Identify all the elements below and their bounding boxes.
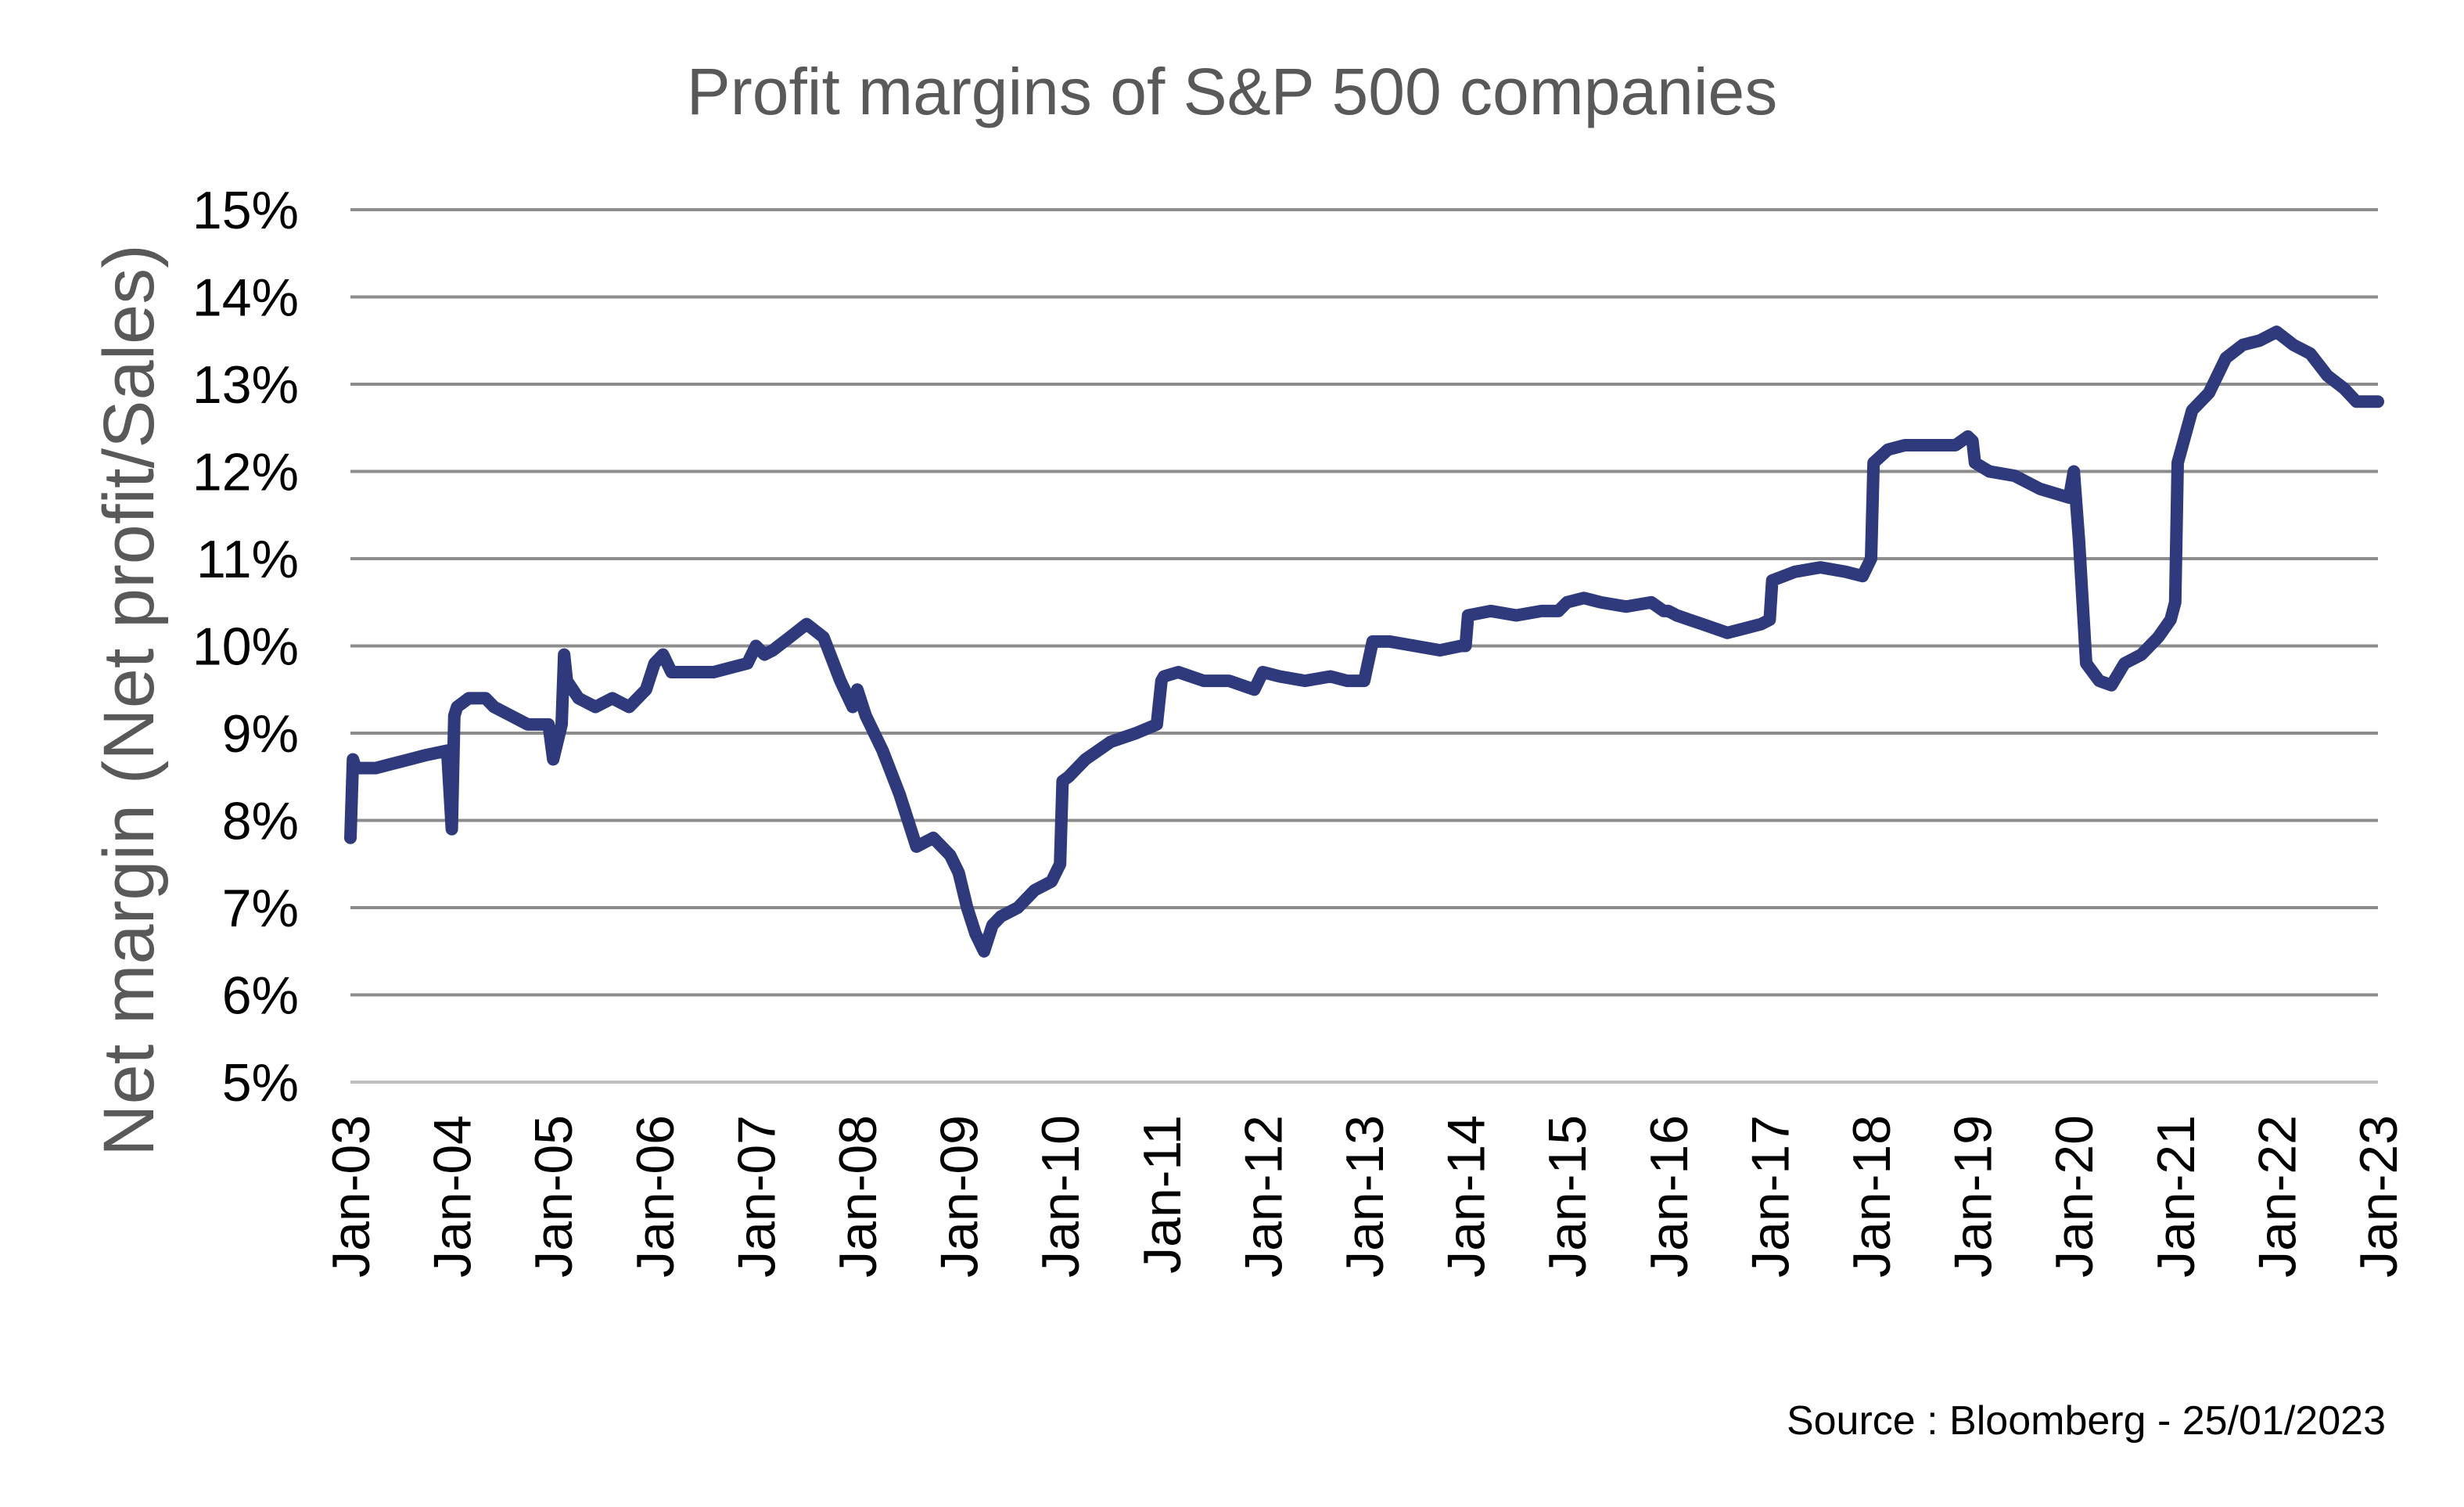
- x-tick-label: Jan-18: [1842, 1115, 1902, 1278]
- y-tick-label: 6%: [222, 966, 299, 1026]
- x-tick-label: Jan-10: [1031, 1115, 1090, 1278]
- series-line: [344, 325, 2384, 958]
- y-tick-label: 5%: [222, 1053, 299, 1113]
- x-tick-label: Jan-12: [1234, 1115, 1293, 1278]
- x-tick-label: Jan-03: [321, 1115, 381, 1278]
- x-tick-label: Jan-23: [2349, 1115, 2408, 1278]
- x-tick-label: Jan-15: [1538, 1115, 1597, 1278]
- y-tick-label: 12%: [192, 443, 299, 502]
- chart-title: Profit margins of S&P 500 companies: [687, 55, 1778, 128]
- y-tick-label: 7%: [222, 879, 299, 938]
- y-tick-label: 8%: [222, 792, 299, 851]
- x-tick-label: Jan-21: [2146, 1115, 2206, 1278]
- y-axis-ticks: 5% 6% 7% 8% 9% 10% 11% 12% 13% 14% 15%: [192, 181, 299, 1113]
- x-tick-label: Jan-20: [2045, 1115, 2104, 1278]
- y-tick-label: 11%: [196, 530, 299, 589]
- x-tick-label: Jan-17: [1740, 1115, 1800, 1278]
- y-tick-label: 13%: [192, 355, 299, 415]
- series-group: [344, 325, 2384, 958]
- x-tick-label: Jan-08: [828, 1115, 888, 1278]
- y-axis-label: Net margin (Net profit/Sales): [89, 244, 169, 1156]
- x-tick-label: Jan-16: [1640, 1115, 1699, 1278]
- y-tick-label: 10%: [192, 617, 299, 677]
- x-tick-label: Jan-19: [1944, 1115, 2003, 1278]
- x-tick-label: Jan-06: [626, 1115, 685, 1278]
- x-tick-label: Jan-14: [1437, 1115, 1496, 1278]
- x-tick-label: Jan-11: [1133, 1115, 1192, 1274]
- y-tick-label: 14%: [192, 268, 299, 328]
- source-note: Source : Bloomberg - 25/01/2023: [1787, 1398, 2386, 1444]
- x-tick-label: Jan-07: [727, 1115, 786, 1278]
- y-tick-label: 9%: [222, 704, 299, 764]
- y-tick-label: 15%: [192, 181, 299, 240]
- gridlines: [350, 208, 2378, 1084]
- x-tick-label: Jan-04: [423, 1115, 483, 1278]
- x-tick-label: Jan-09: [930, 1115, 990, 1278]
- x-axis-ticks: Jan-03 Jan-04 Jan-05 Jan-06 Jan-07 Jan-08 Jan-…: [321, 1115, 2408, 1278]
- x-tick-label: Jan-13: [1335, 1115, 1395, 1278]
- x-tick-label: Jan-22: [2247, 1115, 2307, 1278]
- x-tick-label: Jan-05: [524, 1115, 584, 1278]
